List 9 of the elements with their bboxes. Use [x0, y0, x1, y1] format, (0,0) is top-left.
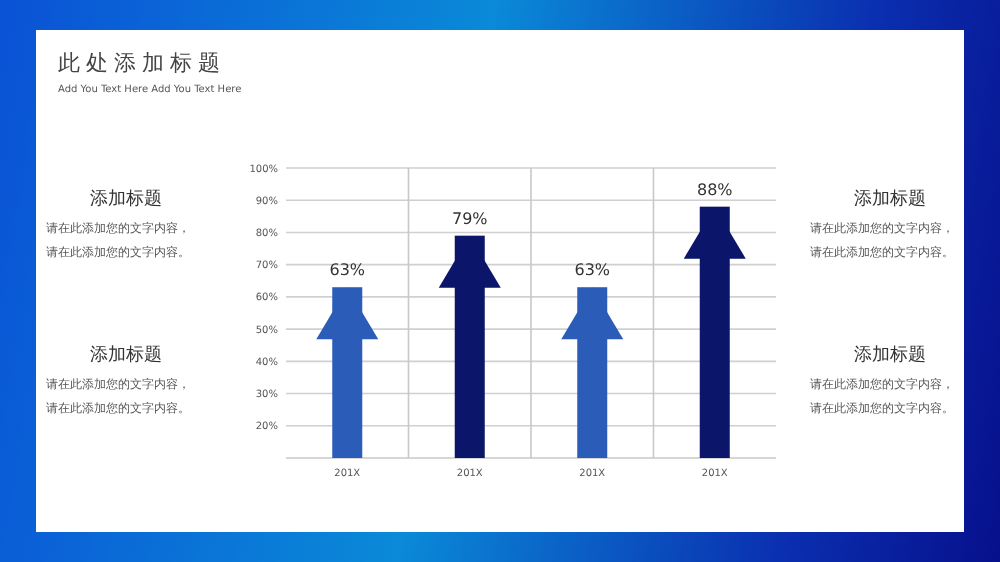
- text: 添加标题: [854, 188, 926, 210]
- data-label: 63%: [574, 261, 611, 280]
- text: 添加标题: [90, 188, 162, 210]
- data-label: 79%: [451, 209, 489, 228]
- text: 添加标题: [90, 344, 162, 366]
- data-label: 63%: [329, 261, 366, 280]
- data-label: 88%: [696, 180, 734, 199]
- text: 添加标题: [854, 344, 926, 366]
- chart-title: 此处添加标题: [58, 50, 226, 76]
